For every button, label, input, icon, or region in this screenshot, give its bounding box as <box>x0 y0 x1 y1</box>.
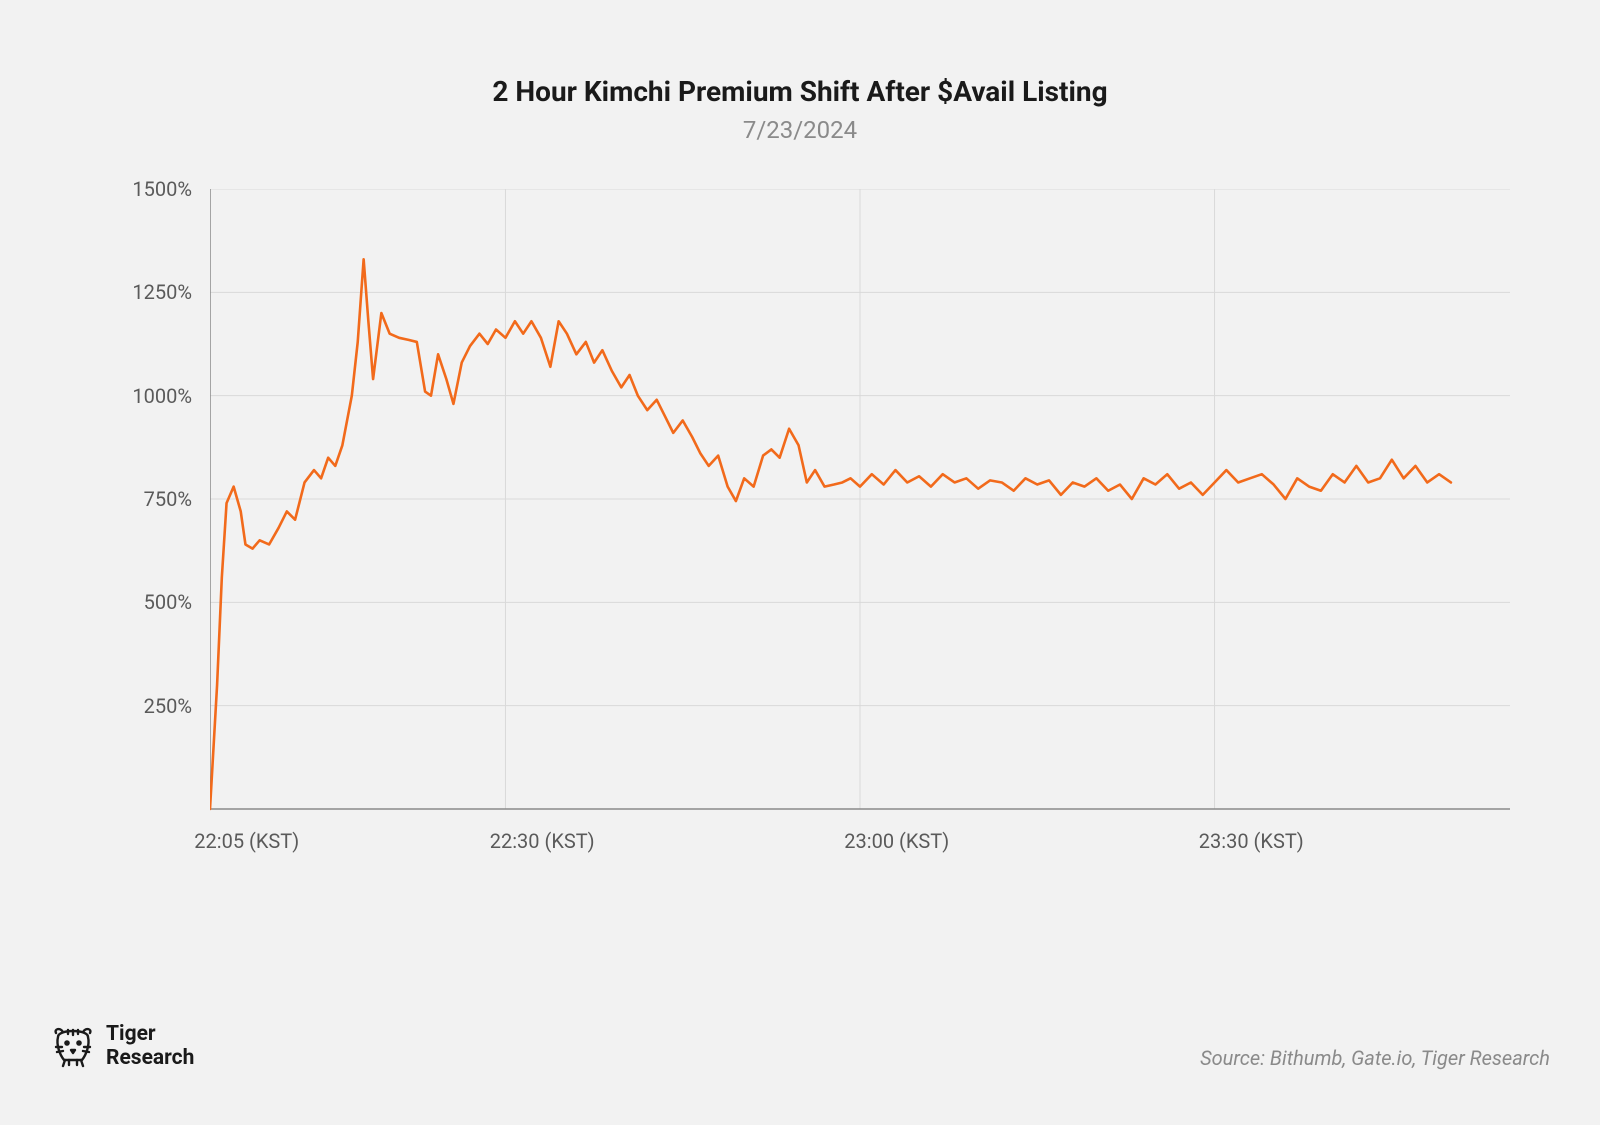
tiger-icon <box>50 1023 96 1069</box>
x-tick-label: 22:30 (KST) <box>490 829 595 853</box>
chart-title: 2 Hour Kimchi Premium Shift After $Avail… <box>80 75 1520 108</box>
brand-text: Tiger Research <box>106 1022 194 1070</box>
y-tick-label: 1250% <box>132 280 192 304</box>
y-tick-label: 1500% <box>132 177 192 201</box>
x-tick-label: 22:05 (KST) <box>194 829 299 853</box>
x-tick-label: 23:00 (KST) <box>844 829 949 853</box>
brand-line2: Research <box>106 1046 194 1070</box>
y-tick-label: 750% <box>144 487 192 511</box>
y-tick-label: 1000% <box>132 384 192 408</box>
chart-container: 2 Hour Kimchi Premium Shift After $Avail… <box>80 75 1520 869</box>
y-tick-label: 250% <box>144 694 192 718</box>
plot-area <box>210 189 1510 811</box>
x-tick-label: 23:30 (KST) <box>1199 829 1304 853</box>
plot-wrap: 250%500%750%1000%1250%1500% 22:05 (KST)2… <box>80 189 1520 869</box>
chart-subtitle: 7/23/2024 <box>80 116 1520 144</box>
y-tick-label: 500% <box>144 590 192 614</box>
source-text: Source: Bithumb, Gate.io, Tiger Research <box>1200 1046 1550 1070</box>
footer: Tiger Research Source: Bithumb, Gate.io,… <box>50 1022 1550 1070</box>
brand: Tiger Research <box>50 1022 194 1070</box>
brand-line1: Tiger <box>106 1022 194 1046</box>
